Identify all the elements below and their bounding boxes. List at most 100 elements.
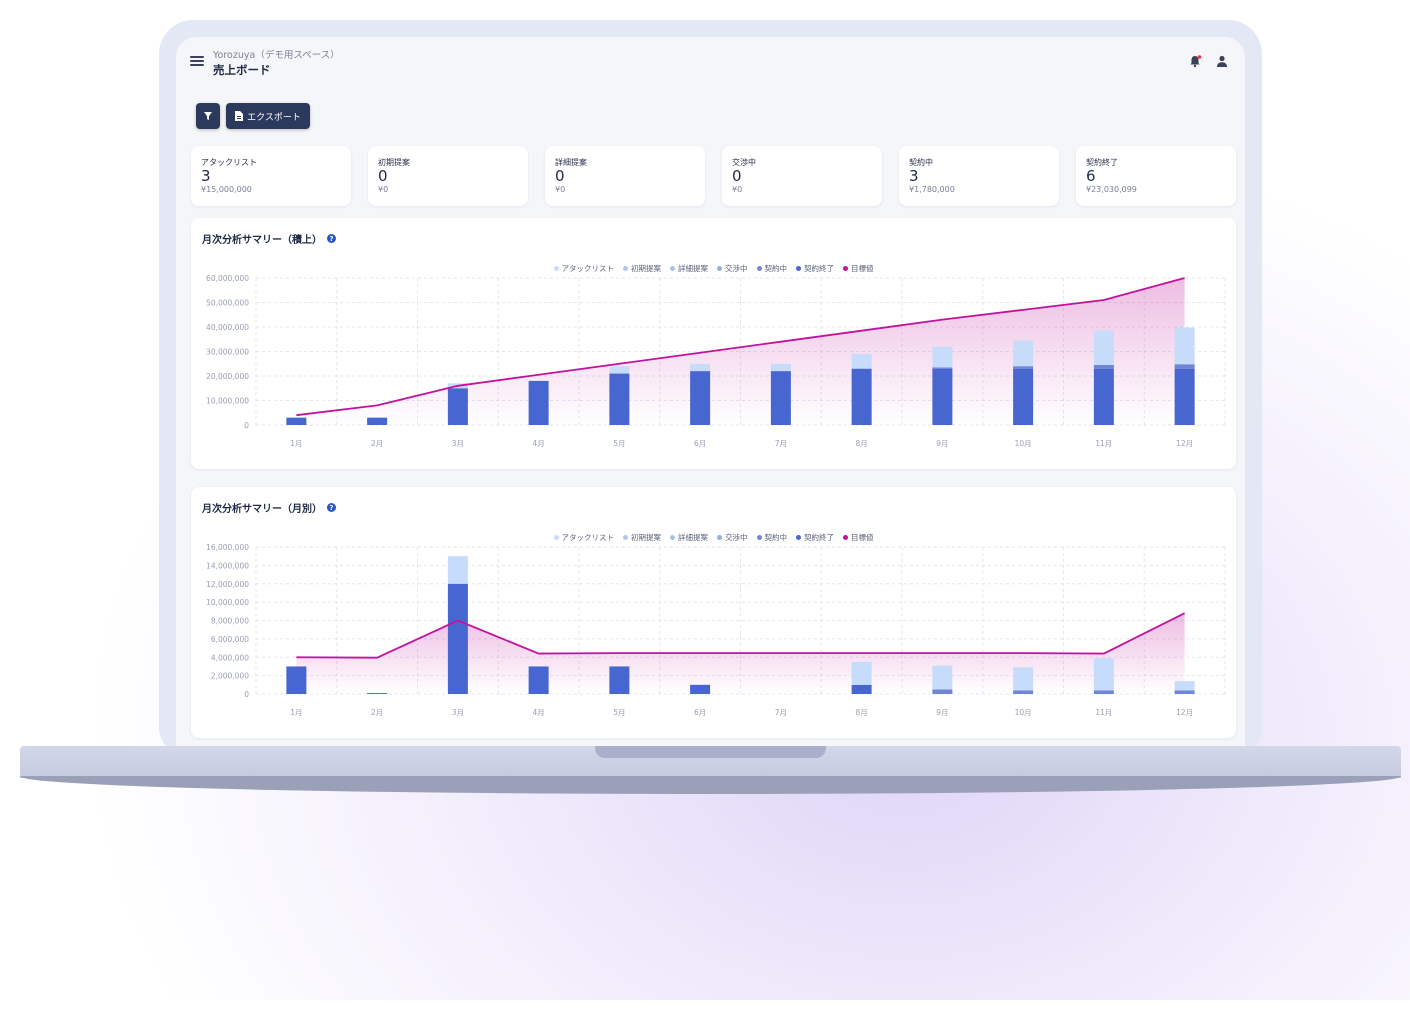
stage-amount: ¥0 [732, 185, 743, 194]
y-tick-label: 12,000,000 [206, 580, 249, 589]
bar-契約終了[interactable] [851, 684, 872, 694]
bar-アタックリスト[interactable] [1174, 327, 1195, 365]
bar-アタックリスト[interactable] [770, 363, 791, 372]
bar-契約終了[interactable] [367, 693, 388, 694]
legend-label: 契約終了 [804, 533, 834, 542]
legend-dot [670, 266, 675, 271]
legend-dot [843, 266, 848, 271]
user-account-icon[interactable] [1215, 54, 1229, 68]
bar-契約終了[interactable] [770, 371, 791, 425]
bar-契約終了[interactable] [932, 368, 953, 425]
bar-アタックリスト[interactable] [851, 661, 872, 685]
legend-dot [553, 535, 559, 540]
bar-契約終了[interactable] [609, 666, 630, 694]
bar-契約中[interactable] [1174, 690, 1195, 694]
bar-契約終了[interactable] [447, 388, 468, 425]
bar-契約終了[interactable] [690, 371, 711, 425]
bar-契約終了[interactable] [851, 368, 872, 425]
bar-契約終了[interactable] [1093, 368, 1114, 425]
legend-item[interactable]: 交渉中 [717, 532, 748, 543]
y-tick-label: 16,000,000 [206, 543, 249, 552]
bar-アタックリスト[interactable] [1013, 340, 1034, 367]
stage-card-contract[interactable]: 契約中 3 ¥1,780,000 [899, 146, 1059, 206]
bar-契約中[interactable] [1093, 690, 1114, 694]
bar-アタックリスト[interactable] [447, 556, 468, 584]
x-tick-label: 12月 [1176, 708, 1193, 717]
filter-button[interactable] [196, 103, 220, 129]
legend-dot [553, 266, 559, 271]
bar-契約終了[interactable] [690, 684, 711, 694]
bar-アタックリスト[interactable] [1013, 667, 1034, 691]
legend-label: 目標値 [851, 264, 874, 273]
laptop-base-edge [20, 776, 1401, 794]
legend-item[interactable]: 詳細提案 [670, 532, 708, 543]
stage-amount: ¥1,780,000 [909, 185, 955, 194]
hamburger-menu-icon[interactable] [190, 56, 204, 66]
help-icon[interactable]: ? [327, 234, 336, 243]
notification-bell-icon[interactable] [1188, 54, 1202, 68]
stage-card-attack[interactable]: アタックリスト 3 ¥15,000,000 [191, 146, 351, 206]
y-tick-label: 0 [244, 421, 249, 430]
y-tick-label: 2,000,000 [211, 672, 249, 681]
legend-dot [623, 266, 628, 271]
x-tick-label: 7月 [775, 439, 787, 448]
legend-label: 初期提案 [631, 533, 661, 542]
x-tick-label: 4月 [532, 708, 544, 717]
bar-契約中[interactable] [1013, 690, 1034, 694]
x-tick-label: 1月 [290, 708, 302, 717]
bar-契約終了[interactable] [609, 373, 630, 425]
bar-アタックリスト[interactable] [1093, 330, 1114, 365]
stage-card-detail[interactable]: 詳細提案 0 ¥0 [545, 146, 705, 206]
stage-amount: ¥0 [555, 185, 566, 194]
legend-label: アタックリスト [561, 533, 615, 542]
legend-item[interactable]: アタックリスト [553, 263, 614, 274]
legend-item[interactable]: 契約中 [756, 263, 787, 274]
bar-契約終了[interactable] [528, 380, 549, 425]
bar-契約終了[interactable] [286, 417, 307, 425]
legend-label: 交渉中 [725, 264, 748, 273]
help-icon[interactable]: ? [327, 503, 336, 512]
x-tick-label: 5月 [613, 708, 625, 717]
legend-item[interactable]: 契約終了 [796, 263, 834, 274]
stage-card-initial[interactable]: 初期提案 0 ¥0 [368, 146, 528, 206]
bar-契約終了[interactable] [1174, 368, 1195, 425]
bar-契約中[interactable] [1093, 364, 1114, 369]
legend-item[interactable]: アタックリスト [553, 532, 615, 543]
stage-count: 6 [1086, 167, 1096, 185]
legend-label: 詳細提案 [678, 533, 708, 542]
stage-card-negotiation[interactable]: 交渉中 0 ¥0 [722, 146, 882, 206]
legend-item[interactable]: 契約中 [756, 532, 787, 543]
legend-item[interactable]: 初期提案 [623, 532, 661, 543]
y-tick-label: 30,000,000 [206, 348, 249, 357]
y-tick-label: 10,000,000 [206, 397, 249, 406]
target-area [296, 278, 1185, 425]
bar-契約中[interactable] [1013, 366, 1034, 369]
bar-契約終了[interactable] [1013, 368, 1034, 425]
legend-item[interactable]: 初期提案 [623, 263, 661, 274]
target-line[interactable] [296, 612, 1186, 659]
bar-アタックリスト[interactable] [932, 665, 953, 690]
bar-契約終了[interactable] [367, 417, 388, 425]
bar-契約中[interactable] [932, 689, 953, 694]
bar-アタックリスト[interactable] [1093, 658, 1114, 691]
legend-item[interactable]: 目標値 [843, 532, 874, 543]
target-line[interactable] [296, 277, 1185, 417]
bar-アタックリスト[interactable] [609, 366, 630, 374]
chart-title: 月次分析サマリー（積上） [202, 235, 322, 246]
bar-契約中[interactable] [932, 367, 953, 369]
bar-契約終了[interactable] [528, 666, 549, 694]
bar-アタックリスト[interactable] [690, 363, 711, 372]
bar-契約中[interactable] [1174, 364, 1195, 369]
bar-アタックリスト[interactable] [932, 346, 953, 368]
legend-item[interactable]: 契約終了 [796, 532, 834, 543]
panel-title: 月次分析サマリー（積上） ? [202, 231, 336, 246]
legend-item[interactable]: 目標値 [843, 263, 874, 274]
bar-契約終了[interactable] [286, 666, 307, 694]
stage-card-done[interactable]: 契約終了 6 ¥23,030,099 [1076, 146, 1236, 206]
bar-アタックリスト[interactable] [851, 353, 872, 369]
bar-契約終了[interactable] [447, 583, 468, 694]
export-button[interactable]: エクスポート [226, 103, 310, 129]
bar-アタックリスト[interactable] [1174, 681, 1195, 691]
legend-item[interactable]: 詳細提案 [670, 263, 708, 274]
legend-item[interactable]: 交渉中 [717, 263, 748, 274]
